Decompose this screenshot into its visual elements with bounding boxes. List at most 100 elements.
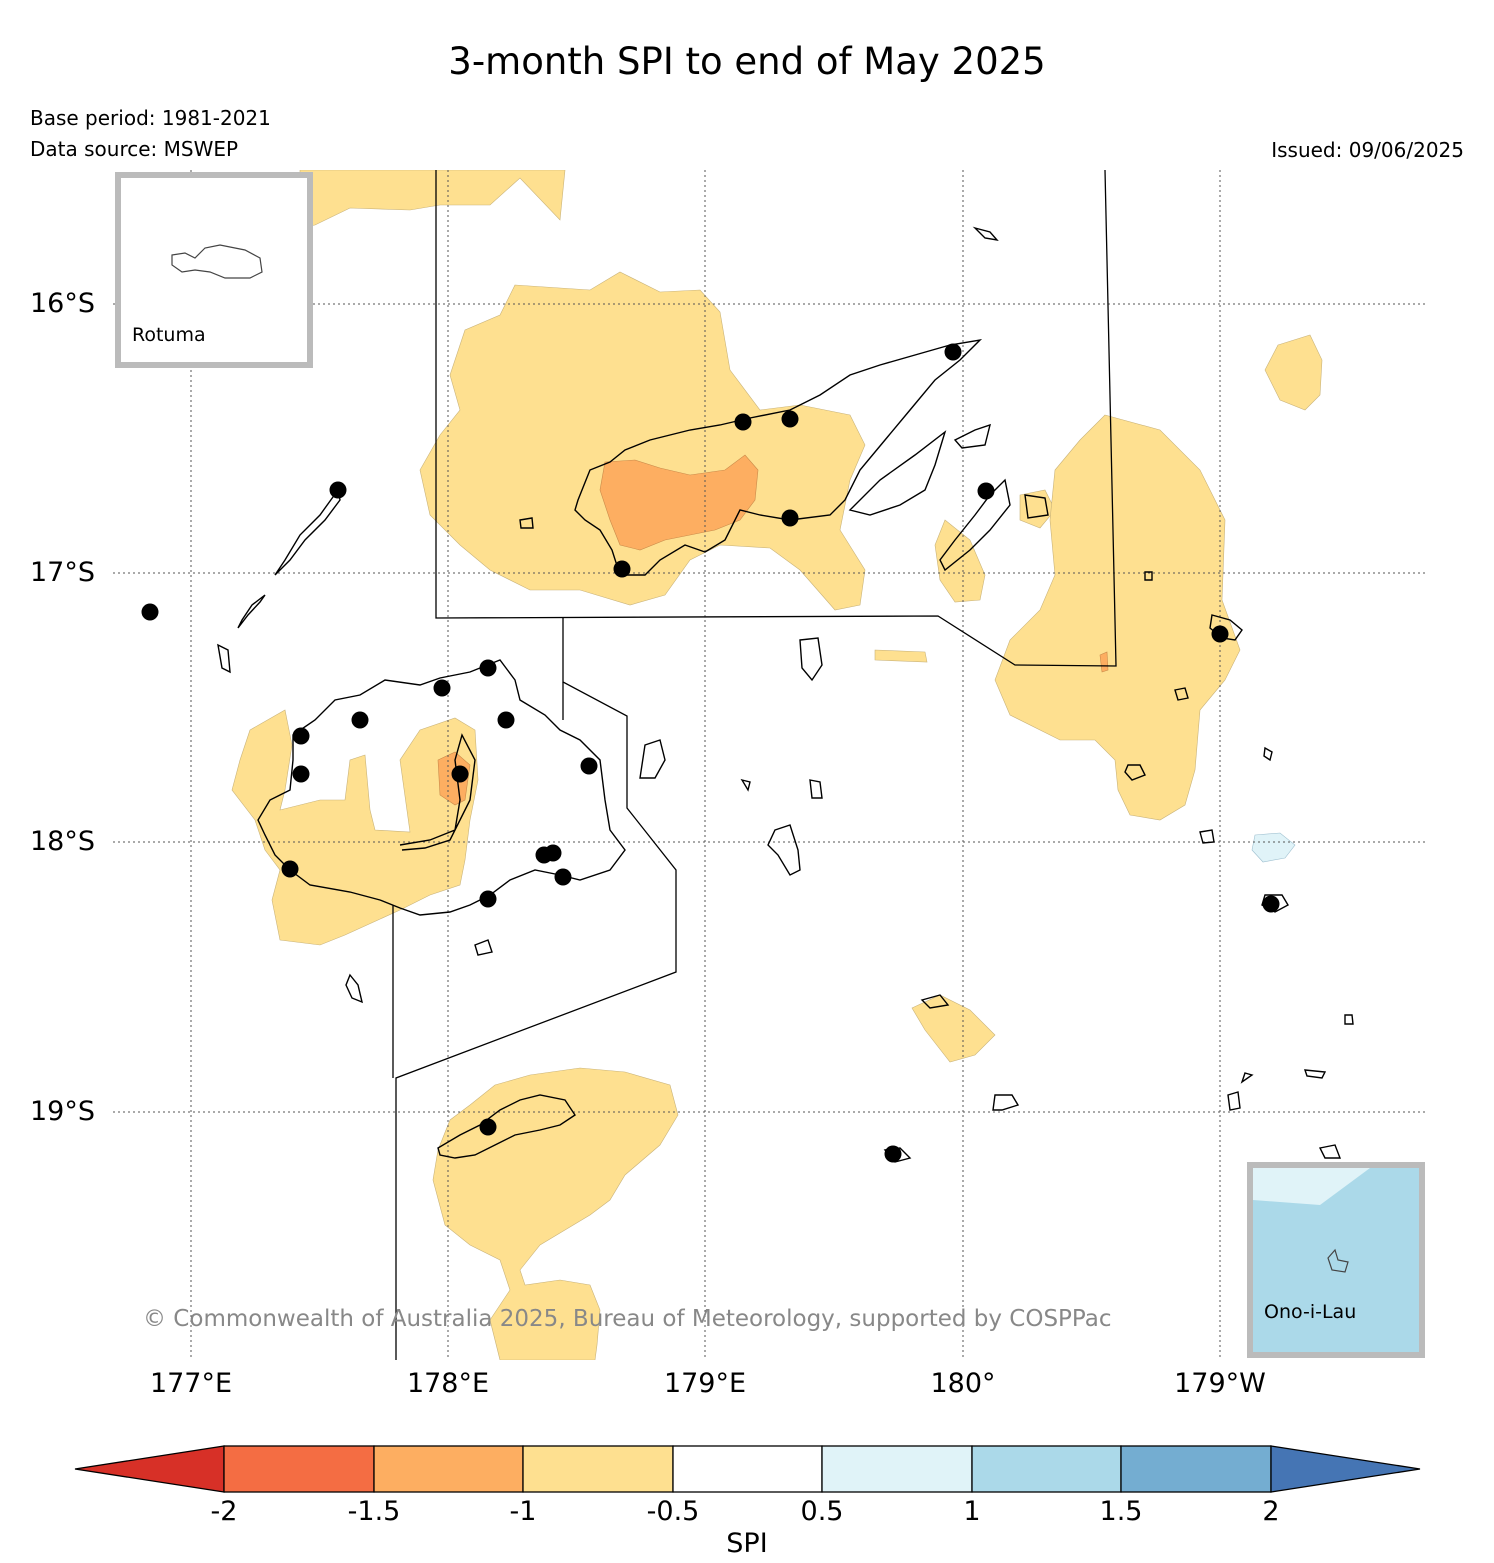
- ono-i-lau-island: [1327, 1248, 1349, 1273]
- coast-yasawa: [237, 594, 266, 629]
- coast-viti-levu: [257, 659, 626, 916]
- colorbar-tick: 1: [963, 1496, 981, 1527]
- colorbar-bin: [223, 1445, 375, 1493]
- coast-gau: [767, 824, 801, 876]
- colorbar-tick: -2: [210, 1496, 238, 1527]
- data-source: Data source: MSWEP: [30, 137, 239, 161]
- colorbar-bin: [522, 1445, 674, 1493]
- station-marker: [479, 1118, 497, 1136]
- coast-koro: [799, 637, 823, 682]
- station-marker: [554, 868, 572, 886]
- station-marker: [1262, 895, 1280, 913]
- colorbar-bin: [373, 1445, 524, 1493]
- coast-vatulele: [345, 973, 363, 1004]
- lat-label-19s: 19°S: [30, 1096, 95, 1127]
- coast-small-14: [217, 643, 231, 674]
- station-marker: [433, 679, 451, 697]
- issued-date: Issued: 09/06/2025: [1271, 138, 1464, 162]
- coast-yadua: [274, 488, 341, 576]
- coast-small-5: [1318, 1144, 1342, 1159]
- colorbar-bin: [821, 1445, 973, 1493]
- station-marker: [281, 860, 299, 878]
- coast-moala: [920, 994, 950, 1009]
- base-period: Base period: 1981-2021: [30, 106, 271, 130]
- coast-small-8: [1144, 571, 1153, 581]
- coast-small-15: [740, 778, 751, 792]
- station-marker: [944, 343, 962, 361]
- lon-label-177e: 177°E: [149, 1368, 233, 1399]
- lon-label-179w: 179°W: [1174, 1368, 1266, 1399]
- lon-label-180: 180°: [930, 1368, 996, 1399]
- region-vanua-levu: [419, 271, 866, 611]
- station-marker: [1211, 625, 1229, 643]
- lon-label-178e: 178°E: [406, 1368, 490, 1399]
- coast-ovalau: [639, 739, 666, 779]
- coast-small-2: [1174, 687, 1189, 701]
- station-marker: [544, 844, 562, 862]
- station-marker: [580, 757, 598, 775]
- coast-small-16: [809, 779, 823, 799]
- coast-vanua-levu-east: [848, 430, 947, 516]
- region-dry-vanua-levu: [599, 454, 759, 551]
- station-marker: [781, 509, 799, 527]
- station-markers: [141, 343, 1280, 1163]
- region-viti-levu-west: [231, 709, 479, 946]
- rotuma-inset: [115, 172, 313, 368]
- coast-viti-interior: [399, 733, 476, 851]
- coast-small-13: [519, 517, 534, 529]
- colorbar-extend-low: [74, 1445, 225, 1493]
- station-marker: [497, 711, 515, 729]
- colorbar: [74, 1445, 1421, 1493]
- ono-i-lau-label: Ono-i-Lau: [1264, 1301, 1357, 1323]
- station-marker: [613, 560, 631, 578]
- colorbar-bin: [672, 1445, 823, 1493]
- colorbar-bin: [1120, 1445, 1272, 1493]
- copyright-notice: © Commonwealth of Australia 2025, Bureau…: [143, 1306, 1112, 1332]
- coast-small-1: [972, 226, 999, 242]
- coast-taveuni: [939, 478, 1011, 572]
- station-marker: [734, 413, 752, 431]
- lon-label-179e: 179°E: [663, 1368, 747, 1399]
- coast-totoya: [992, 1094, 1020, 1111]
- region-lau-north: [1264, 334, 1323, 411]
- station-marker: [977, 482, 995, 500]
- colorbar-tick: 0.5: [800, 1496, 844, 1527]
- coast-lakeba: [1124, 764, 1146, 781]
- station-marker: [451, 765, 469, 783]
- coast-small-10: [1303, 1069, 1327, 1079]
- colorbar-title: SPI: [726, 1528, 768, 1559]
- coast-small-6: [1024, 494, 1049, 519]
- colorbar-extend-high: [1270, 1445, 1421, 1493]
- lat-label-16s: 16°S: [30, 288, 95, 319]
- region-lau-central: [994, 414, 1241, 821]
- region-taveuni: [934, 519, 986, 603]
- lat-label-17s: 17°S: [30, 557, 95, 588]
- spi-shading: [231, 170, 1323, 1360]
- rotuma-label: Rotuma: [132, 324, 206, 346]
- region-moala: [911, 994, 996, 1063]
- station-marker: [884, 1145, 902, 1163]
- region-koro-strip: [874, 649, 928, 663]
- coast-small-3: [1199, 829, 1215, 844]
- colorbar-tick: 2: [1262, 1496, 1280, 1527]
- colorbar-tick: 1.5: [1099, 1496, 1143, 1527]
- coast-small-11: [1240, 1072, 1254, 1084]
- coast-small-12: [1263, 746, 1273, 762]
- station-marker: [781, 410, 799, 428]
- lat-label-18s: 18°S: [30, 826, 95, 857]
- coast-kabara: [1261, 894, 1289, 913]
- station-marker: [292, 727, 310, 745]
- station-marker: [479, 890, 497, 908]
- ono-i-lau-inset: [1247, 1162, 1425, 1358]
- coast-small-4: [1227, 1091, 1241, 1111]
- rotuma-island: [171, 244, 263, 279]
- coast-beqa: [474, 939, 493, 956]
- coast-kadavu: [437, 1094, 576, 1159]
- station-marker: [292, 765, 310, 783]
- division-boundaries: [392, 169, 1117, 1360]
- colorbar-bin: [971, 1445, 1122, 1493]
- colorbar-tick: -0.5: [646, 1496, 700, 1527]
- coast-small-7: [953, 423, 991, 449]
- station-marker: [141, 603, 159, 621]
